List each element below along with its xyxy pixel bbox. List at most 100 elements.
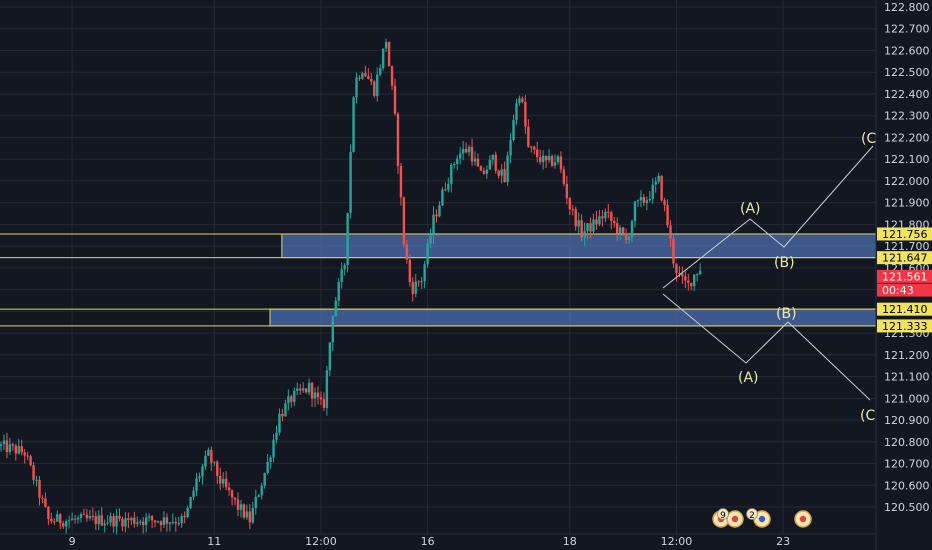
candle: [435, 214, 438, 217]
candle: [183, 515, 186, 518]
candle: [17, 446, 20, 454]
price-tag-label: 121.410: [882, 303, 928, 316]
candle: [387, 42, 391, 67]
candle: [150, 516, 154, 521]
candle: [168, 522, 172, 524]
candle: [115, 515, 118, 527]
candle: [494, 154, 497, 171]
candle: [672, 238, 675, 264]
candle: [29, 456, 32, 466]
candle: [171, 521, 175, 523]
candle: [687, 280, 690, 283]
candle: [444, 189, 447, 191]
candle: [127, 518, 130, 521]
x-tick-label: 12:00: [305, 535, 337, 548]
candle: [284, 403, 287, 417]
candles: [0, 38, 702, 536]
candle: [648, 198, 651, 201]
candle: [524, 101, 527, 127]
x-tick-label: 18: [563, 535, 577, 548]
candle: [491, 154, 494, 160]
candle: [20, 446, 23, 453]
candle: [574, 209, 577, 227]
candle: [467, 147, 471, 153]
candle: [236, 499, 240, 510]
candle: [38, 479, 41, 498]
x-tick-label: 12:00: [661, 535, 693, 548]
candle: [367, 76, 370, 79]
candle: [473, 158, 477, 162]
candle: [239, 504, 243, 510]
candle: [142, 521, 145, 526]
candle: [76, 517, 80, 520]
candle: [334, 300, 337, 317]
candle: [340, 269, 343, 282]
wave-line-lower: [662, 293, 871, 401]
candle: [414, 281, 417, 294]
y-tick-label: 122.100: [884, 153, 930, 166]
candle: [316, 392, 320, 398]
price-tag: [877, 302, 932, 316]
candle: [346, 212, 349, 266]
candle: [2, 440, 6, 445]
candle: [376, 74, 379, 96]
candle: [503, 169, 506, 182]
candle: [325, 370, 329, 408]
candle: [275, 432, 278, 440]
y-tick-label: 120.500: [884, 501, 930, 514]
candle: [82, 514, 86, 516]
candle: [349, 151, 352, 213]
candle: [550, 155, 554, 166]
candle: [319, 397, 323, 400]
price-tag-label: 121.561: [882, 270, 928, 283]
price-tag: [877, 227, 932, 241]
candle: [657, 175, 660, 182]
price-tag-label: 121.647: [882, 252, 928, 265]
candle: [571, 209, 574, 211]
price-tag: [877, 269, 932, 283]
event-count: 9: [720, 511, 726, 521]
candle: [447, 184, 450, 190]
candle: [106, 522, 109, 524]
candle: [352, 97, 355, 152]
candle: [601, 216, 604, 219]
candle: [174, 521, 177, 524]
candle: [299, 388, 302, 391]
candle: [660, 175, 663, 201]
candle: [328, 342, 332, 371]
candle: [159, 521, 163, 525]
candle: [429, 235, 432, 244]
candle: [124, 518, 127, 527]
candle: [343, 265, 346, 270]
wave-label-upper-b: (B): [774, 255, 795, 271]
candle: [698, 270, 702, 275]
candle: [583, 231, 586, 238]
candle: [47, 506, 50, 519]
candle: [216, 461, 219, 476]
candle: [165, 517, 169, 524]
event-dot: [731, 515, 739, 523]
candle: [257, 495, 260, 497]
candle: [35, 479, 38, 481]
wave-label-lower-a: (A): [738, 370, 759, 386]
y-tick-label: 122.000: [884, 175, 930, 188]
candle: [278, 413, 281, 433]
candle: [133, 517, 136, 524]
candle: [509, 139, 512, 156]
candle: [479, 166, 483, 171]
candle: [384, 42, 388, 49]
price-tag: [877, 251, 932, 265]
candle: [204, 455, 207, 467]
candle: [690, 282, 693, 287]
candle: [67, 520, 71, 522]
x-tick-label: 11: [207, 535, 221, 548]
candle: [281, 413, 284, 417]
candle: [645, 200, 649, 203]
candle: [8, 444, 12, 453]
candle: [53, 521, 56, 523]
candle: [23, 452, 26, 456]
candle: [621, 227, 625, 234]
candle: [405, 244, 409, 260]
candle: [544, 155, 548, 161]
